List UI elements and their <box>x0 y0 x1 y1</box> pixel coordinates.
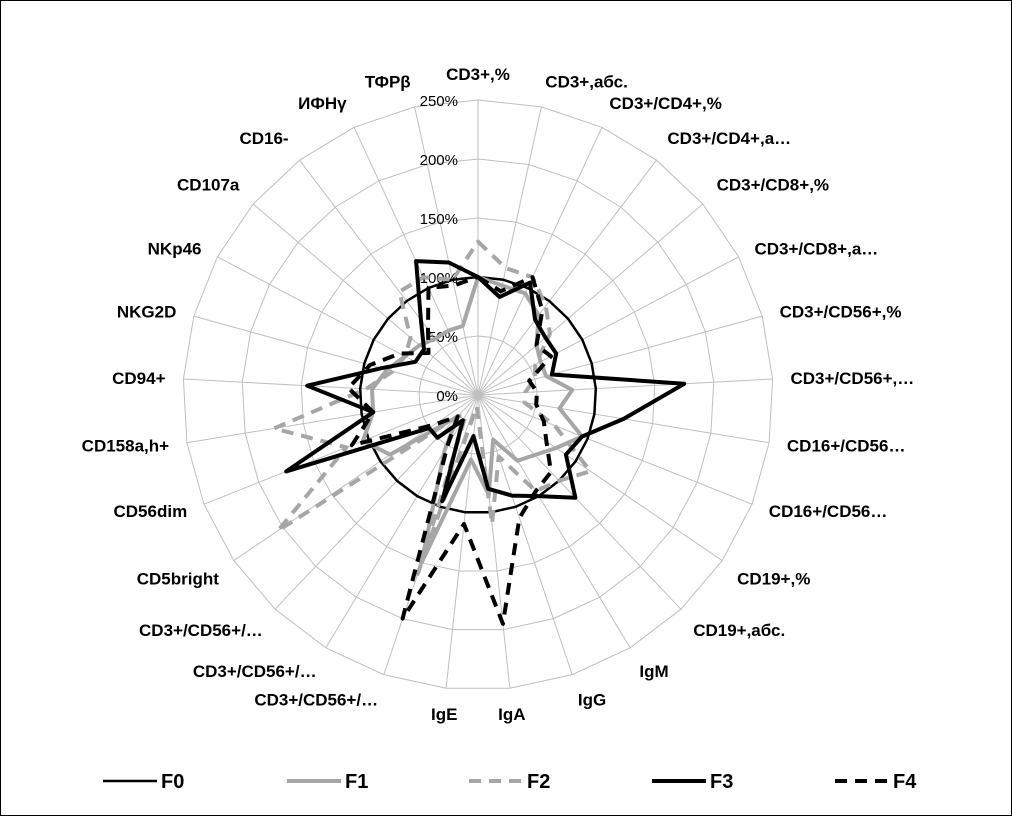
category-label: IgA <box>498 705 525 724</box>
grid-spoke <box>203 394 479 505</box>
grid-spoke <box>233 394 479 562</box>
radial-tick-labels: 0%50%100%150%200%250% <box>420 93 458 405</box>
grid-ring <box>241 158 715 631</box>
grid-spoke <box>193 315 479 396</box>
grid-spoke <box>477 106 542 396</box>
legend-label-f1: F1 <box>345 771 368 793</box>
category-label: CD19+,абс. <box>693 621 785 640</box>
category-label: CD16+/CD56… <box>769 502 888 521</box>
grid-spoke <box>414 106 479 396</box>
grid-spoke <box>186 394 479 444</box>
grid-spoke <box>477 394 753 505</box>
series-line-f4 <box>346 275 553 626</box>
category-label: CD16- <box>239 129 288 148</box>
series-line-f2 <box>272 239 593 576</box>
legend-label-f3: F3 <box>710 771 733 793</box>
grid-spoke <box>477 394 682 610</box>
category-label: CD3+/CD4+,а… <box>667 129 791 148</box>
category-label: CD3+/CD56+/… <box>193 662 317 681</box>
series-line-f3 <box>284 259 687 504</box>
grid-spoke <box>477 394 573 675</box>
grid-spoke <box>477 127 603 396</box>
category-label: CD56dim <box>114 502 188 521</box>
radial-tick-label: 50% <box>428 329 458 346</box>
series-lines <box>272 239 687 626</box>
radial-tick-label: 200% <box>420 152 458 169</box>
category-label: CD107a <box>177 175 240 194</box>
category-label: IgE <box>431 705 457 724</box>
radial-tick-label: 0% <box>436 388 458 405</box>
legend: F0 F1 F2 F3 F4 <box>103 771 917 793</box>
radial-tick-label: 250% <box>420 93 458 110</box>
category-label: NKp46 <box>148 239 202 258</box>
series-line-f0 <box>358 275 598 514</box>
grid-spoke <box>183 378 479 396</box>
category-label: CD16+/CD56… <box>787 437 906 456</box>
category-label: CD3+/CD56+,… <box>791 369 915 388</box>
category-label: CD3+/CD4+,% <box>609 94 721 113</box>
category-label: CD158a,h+ <box>82 437 169 456</box>
category-label: CD19+,% <box>737 570 810 589</box>
legend-label-f0: F0 <box>161 771 184 793</box>
legend-label-f4: F4 <box>893 771 917 793</box>
grid-spoke <box>274 394 479 610</box>
category-label: CD3+/CD8+,% <box>717 175 829 194</box>
grid-spoke <box>445 394 479 689</box>
grid-spoke <box>477 256 739 396</box>
category-labels: CD3+,% CD3+,абс. CD3+/CD4+,% CD3+/CD4+,а… CD… <box>82 65 915 724</box>
grid-ring <box>300 217 656 572</box>
category-label: CD3+,% <box>446 65 510 84</box>
category-label: CD5bright <box>137 570 220 589</box>
grid-spoke <box>252 203 479 396</box>
radar-spokes <box>183 100 773 689</box>
grid-spoke <box>477 394 723 562</box>
category-label: ИФНγ <box>298 94 347 113</box>
grid-spoke <box>217 256 479 396</box>
category-label: IgM <box>639 662 668 681</box>
grid-spoke <box>477 159 657 396</box>
grid-spoke <box>477 394 511 689</box>
radial-tick-label: 150% <box>420 211 458 228</box>
grid-spoke <box>477 394 631 649</box>
category-label: CD3+/CD8+,а… <box>755 239 879 258</box>
grid-spoke <box>477 315 763 396</box>
grid-spoke <box>299 159 479 396</box>
grid-spoke <box>325 394 479 649</box>
category-label: NKG2D <box>117 302 177 321</box>
category-label: CD3+,абс. <box>545 72 628 91</box>
category-label: ТФРβ <box>365 72 411 91</box>
category-label: CD3+/CD56+,% <box>780 302 902 321</box>
category-label: CD94+ <box>112 369 165 388</box>
grid-spoke <box>477 203 704 396</box>
category-label: IgG <box>578 691 606 710</box>
grid-ring <box>182 99 774 689</box>
category-label: CD3+/CD56+/… <box>139 621 263 640</box>
category-label: CD3+/CD56+/… <box>254 691 378 710</box>
legend-label-f2: F2 <box>527 771 550 793</box>
